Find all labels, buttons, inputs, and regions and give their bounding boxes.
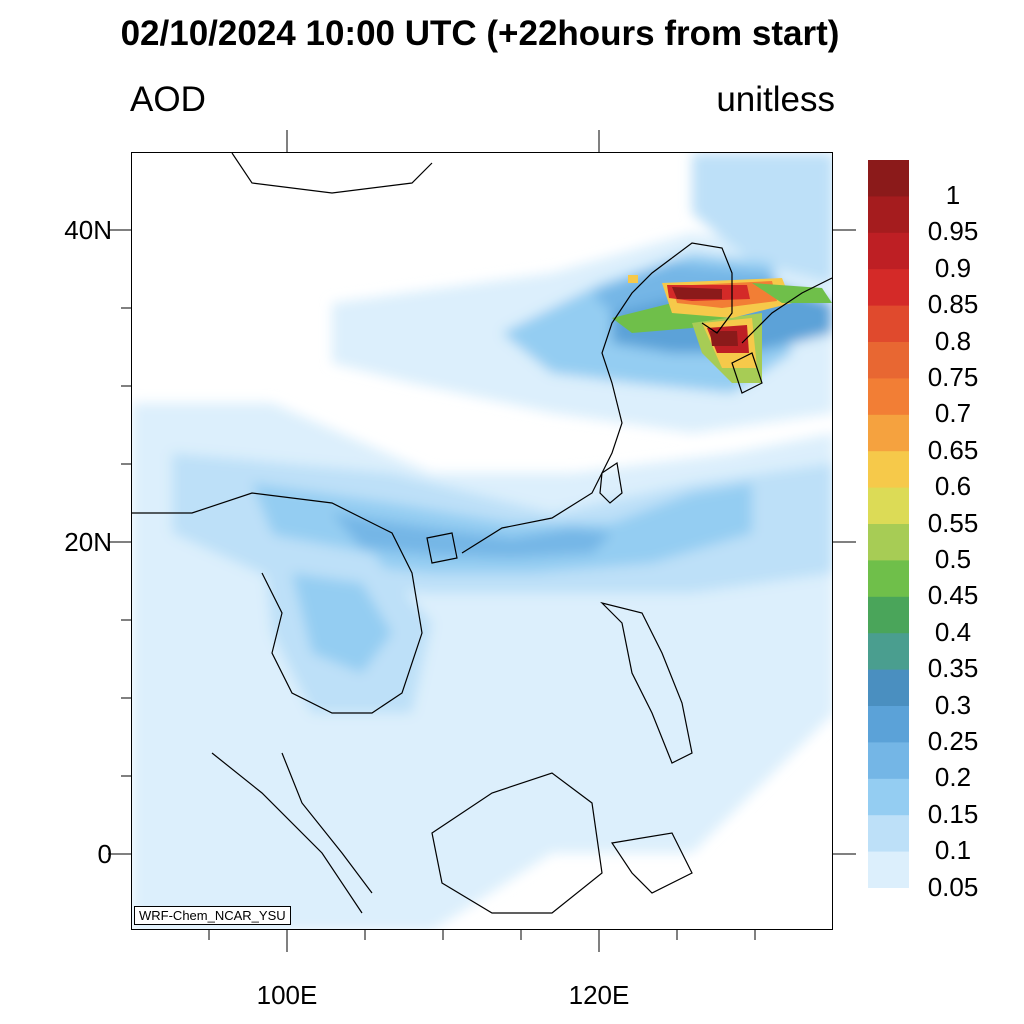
colorbar-swatch — [868, 269, 909, 307]
colorbar-swatch — [868, 633, 909, 671]
coast-philippines — [600, 601, 693, 764]
colorbar-swatch — [868, 560, 909, 598]
colorbar-swatch — [868, 524, 909, 561]
variable-label: AOD — [130, 80, 206, 119]
coast-taiwan — [599, 461, 623, 504]
haze-northeast — [692, 153, 832, 283]
colorbar-label: 0.4 — [934, 616, 972, 647]
lon-tick-100e: 100E — [256, 980, 318, 1010]
lon-tick-120e: 120E — [568, 980, 630, 1010]
colorbar-swatch — [868, 414, 909, 452]
colorbar-label: 0.95 — [927, 216, 979, 247]
colorbar-swatch — [868, 305, 909, 343]
colorbar-label: 0.1 — [934, 835, 972, 866]
coast-sulawesi — [610, 832, 693, 894]
coast-japan — [741, 277, 832, 344]
colorbar-swatch — [868, 742, 909, 780]
colorbar-label: 0.35 — [927, 653, 979, 684]
colorbar-swatch — [868, 232, 909, 270]
lat-tick-40n: 40N — [64, 215, 112, 245]
haze-band-strong — [332, 513, 612, 558]
colorbar-label: 0.5 — [934, 544, 972, 574]
colorbar-label: 0.3 — [934, 689, 972, 720]
coast-malay — [281, 752, 373, 894]
coast-indochina — [132, 492, 423, 714]
colorbar-label: 0.75 — [927, 362, 979, 392]
colorbar-label: 1 — [945, 180, 961, 210]
colorbar-label: 0.55 — [927, 507, 979, 538]
plume-spot — [628, 275, 638, 283]
coast-sumatra — [211, 752, 363, 914]
model-credit: WRF-Chem_NCAR_YSU — [134, 906, 291, 925]
aod-field — [132, 153, 832, 929]
coast-korea — [671, 242, 733, 334]
colorbar-label: 0.45 — [927, 580, 979, 611]
plume-dark-south — [710, 331, 738, 346]
colorbar-swatch — [868, 669, 909, 707]
colorbar-label: 0.65 — [927, 434, 979, 465]
colorbar-swatch — [868, 487, 909, 525]
coast-japan-kyushu — [731, 352, 763, 394]
colorbar-label: 0.15 — [927, 798, 979, 829]
map-plot — [131, 152, 833, 930]
colorbar-swatch — [868, 196, 909, 234]
haze-indochina-core — [292, 573, 392, 673]
colorbar-label: 0.25 — [927, 726, 979, 756]
colorbar-label: 0.2 — [934, 762, 972, 793]
colorbar — [868, 160, 909, 888]
coastlines — [132, 153, 832, 914]
colorbar-label: 0.6 — [934, 471, 972, 502]
coast-china-north — [231, 153, 433, 194]
plume-dark-north — [672, 287, 722, 299]
colorbar-swatch — [868, 378, 909, 416]
coast-borneo — [431, 772, 603, 914]
colorbar-swatch — [868, 596, 909, 634]
colorbar-label: 0.9 — [934, 252, 972, 283]
colorbar-swatch — [868, 815, 909, 853]
colorbar-swatch — [868, 451, 909, 489]
colorbar-label: 0.85 — [927, 289, 979, 320]
colorbar-label: 0.7 — [934, 398, 972, 429]
colorbar-swatch — [868, 160, 909, 197]
colorbar-label: 0.05 — [927, 871, 979, 902]
colorbar-swatch — [868, 706, 909, 743]
colorbar-swatch — [868, 851, 909, 888]
units-label: unitless — [716, 80, 835, 119]
coast-hainan — [426, 532, 458, 564]
colorbar-label: 0.8 — [934, 325, 972, 356]
map-title: 02/10/2024 10:00 UTC (+22hours from star… — [120, 14, 840, 53]
lat-tick-0: 0 — [97, 839, 112, 869]
lat-tick-20n: 20N — [64, 527, 112, 557]
colorbar-swatch — [868, 778, 909, 816]
colorbar-swatch — [868, 342, 909, 379]
coast-china-east — [461, 257, 673, 554]
